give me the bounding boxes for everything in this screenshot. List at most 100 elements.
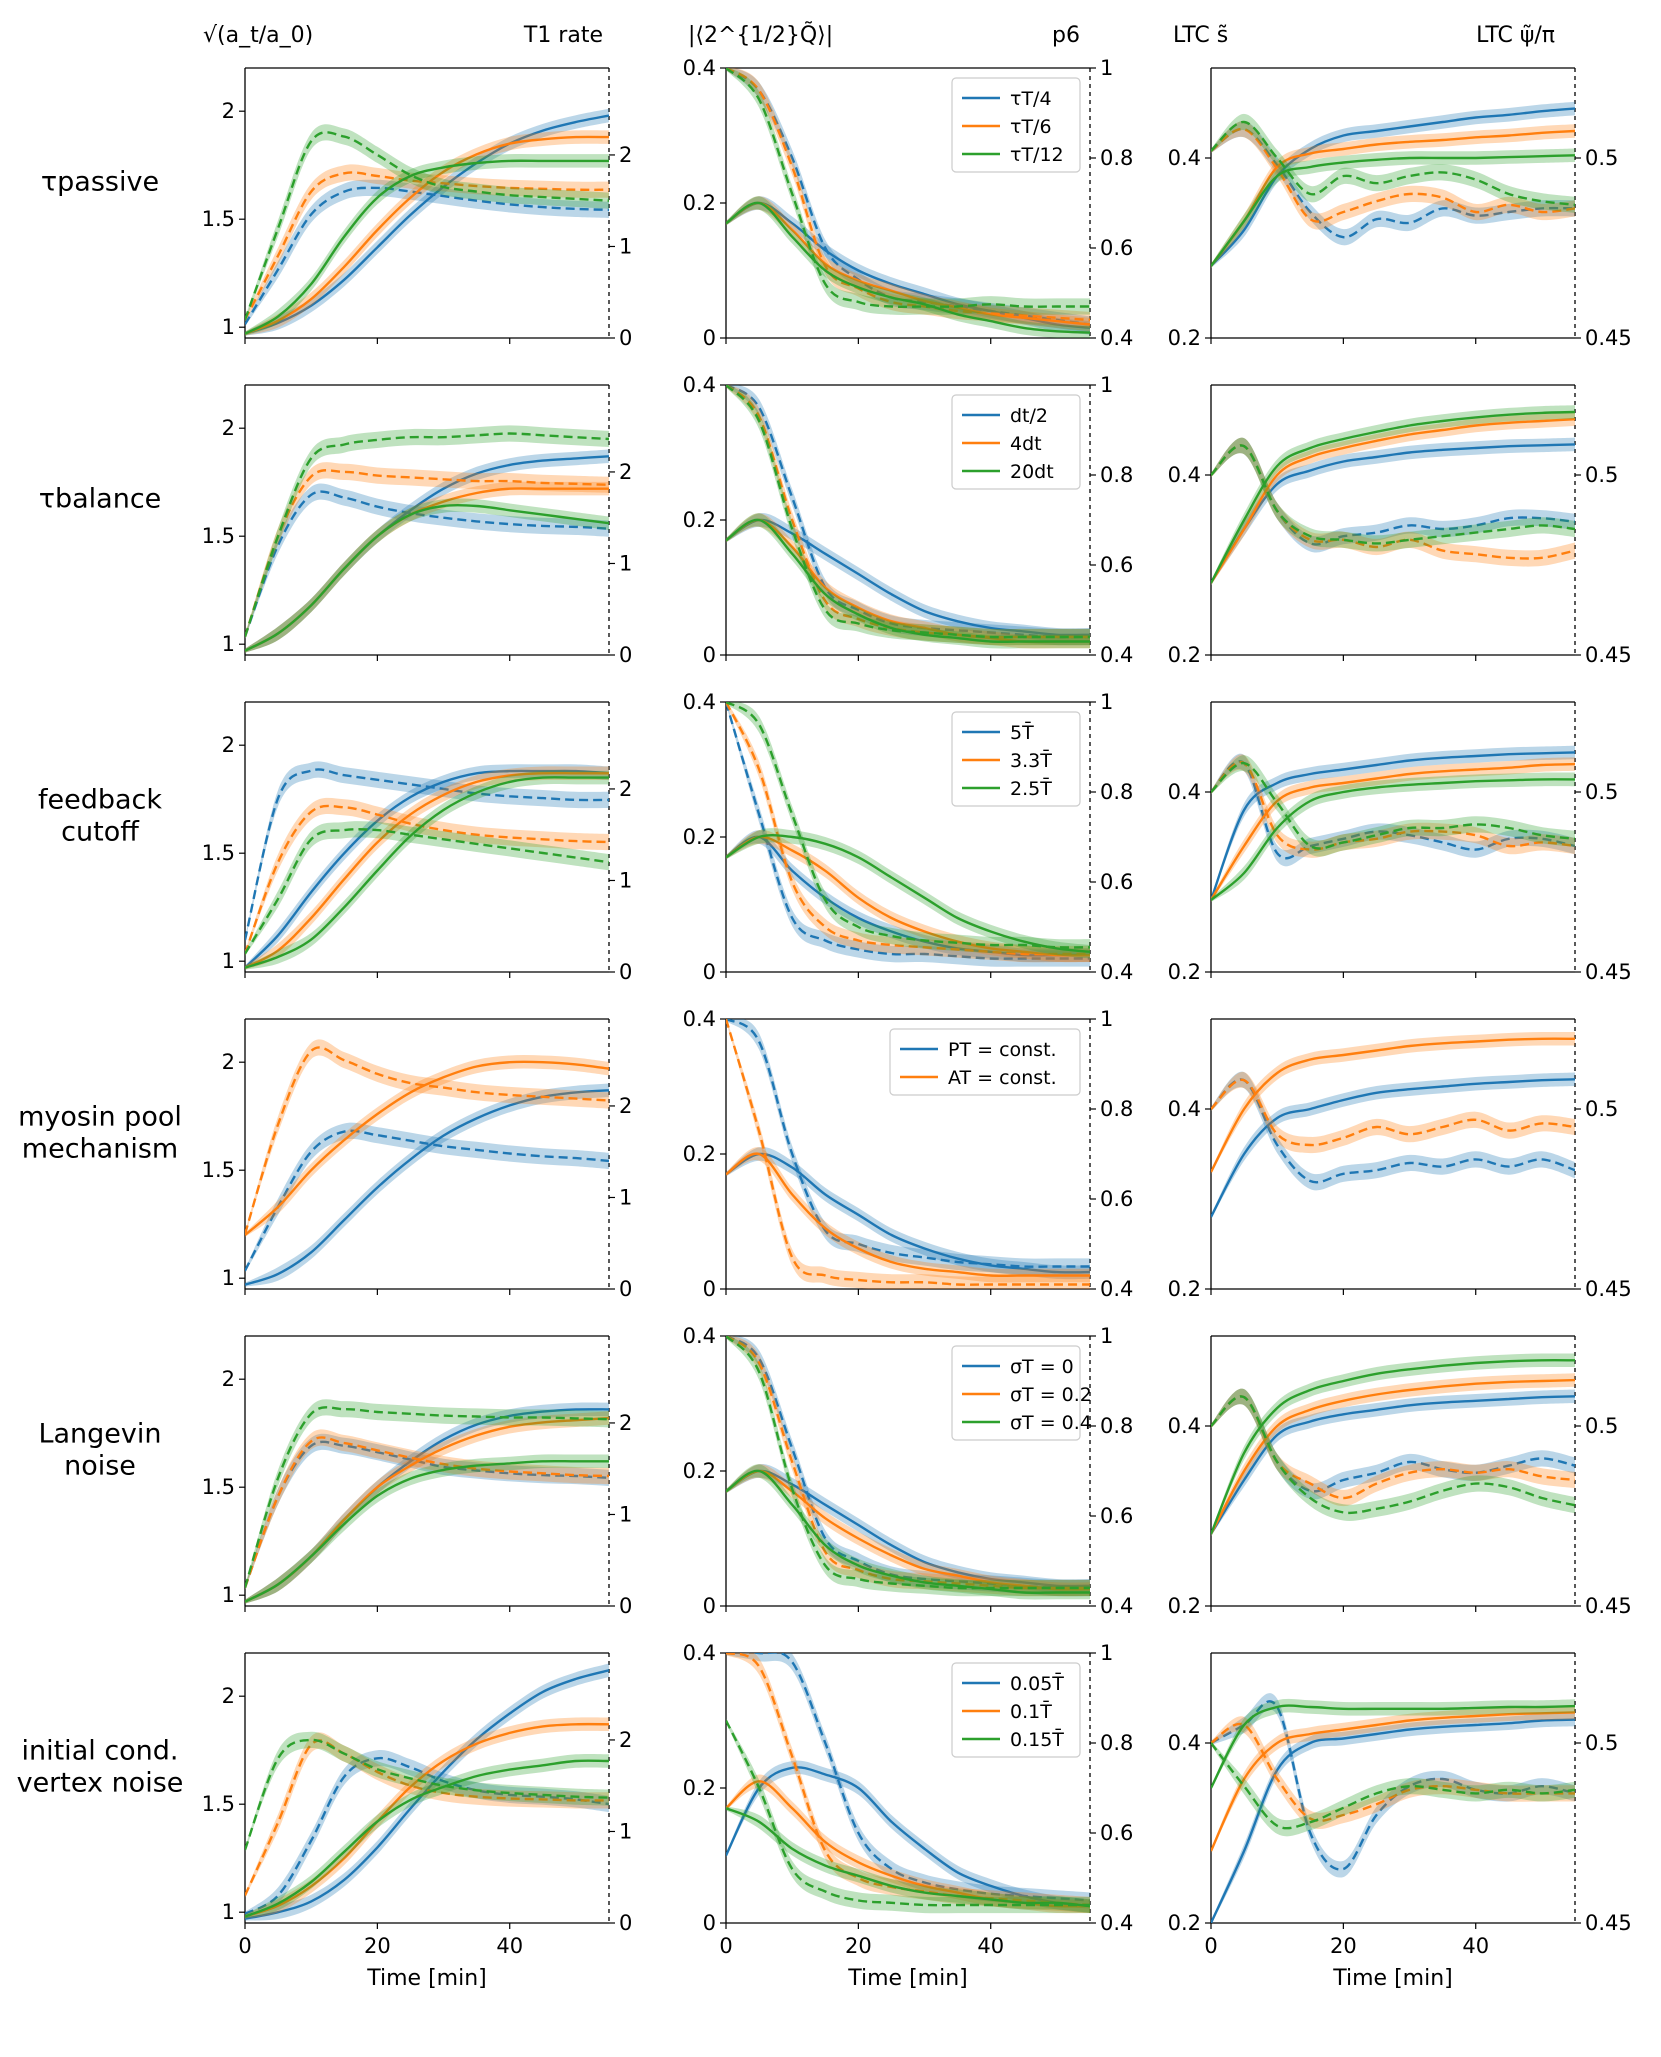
series-line-solid-blue — [1211, 751, 1575, 901]
series-band-solid — [1211, 1389, 1575, 1536]
series-line-solid-green — [1211, 778, 1575, 901]
series-band-solid — [1211, 437, 1575, 585]
y2-tick-label: 0.45 — [1585, 643, 1632, 667]
series-band-solid — [1211, 1353, 1575, 1536]
series-line-solid-orange — [1211, 1378, 1575, 1535]
series-band-dashed — [1211, 120, 1575, 230]
series-line-solid-orange — [726, 201, 1090, 326]
y-tick-label: 0.2 — [1168, 1911, 1201, 1935]
y2-tick-label: 1 — [619, 551, 632, 575]
panel-r4-c1: 1 1.5 2 0 1 2 — [202, 1018, 632, 1301]
series-line-dashed-green — [1211, 1742, 1575, 1830]
x-tick-label: 20 — [1330, 1934, 1357, 1958]
series-line-solid-green — [726, 201, 1090, 334]
series-band-solid — [726, 513, 1090, 649]
legend: τT/4 τT/6 τT/12 — [951, 77, 1081, 173]
plot-area — [726, 702, 1090, 967]
series-line-solid-blue — [726, 518, 1090, 637]
plot-area — [1211, 1693, 1575, 1923]
series-line-solid-green — [245, 503, 609, 652]
series-line-solid-green — [1211, 410, 1575, 584]
series-line-dashed-green — [245, 1738, 609, 1851]
series-line-solid-orange — [1211, 1711, 1575, 1852]
y-tick-label: 1.5 — [202, 1158, 235, 1182]
y-tick-label: 0 — [703, 643, 716, 667]
y-tick-label: 0.4 — [683, 1324, 716, 1348]
legend-entry: PT = const. — [948, 1039, 1057, 1061]
y2-tick-label: 0.6 — [1100, 1504, 1133, 1528]
y2-tick-label: 0.4 — [1100, 1277, 1133, 1301]
series-band-solid — [1211, 124, 1575, 268]
y-tick-label: 1 — [222, 1266, 235, 1290]
series-line-solid-blue — [1211, 443, 1575, 584]
y-tick-label: 0 — [703, 326, 716, 350]
y2-tick-label: 0.6 — [1100, 1187, 1133, 1211]
series-line-dashed-green — [726, 702, 1090, 949]
series-band-dashed — [1211, 437, 1575, 567]
series-line-dashed-orange — [1211, 1078, 1575, 1147]
series-line-dashed-green — [1211, 762, 1575, 850]
legend-box — [951, 711, 1081, 807]
y2-tick-label: 0 — [619, 1911, 632, 1935]
series-band-dashed — [726, 385, 1090, 646]
y2-tick-label: 0.8 — [1100, 1731, 1133, 1755]
legend-box — [951, 1345, 1081, 1441]
series-band-dashed — [245, 1039, 609, 1237]
series-band-solid — [245, 153, 609, 336]
legend-entry: 2.5T̄ — [1010, 776, 1052, 800]
series-band-dashed — [245, 1429, 609, 1590]
y2-tick-label: 2 — [619, 1728, 632, 1752]
series-line-dashed-orange — [726, 702, 1090, 956]
y2-tick-label: 0.5 — [1585, 463, 1618, 487]
y2-tick-label: 0.6 — [1100, 553, 1133, 577]
legend: 0.05T̄ 0.1T̄ 0.15T̄ — [951, 1662, 1081, 1758]
series-line-dashed-green — [726, 68, 1090, 309]
y2-tick-label: 0.6 — [1100, 236, 1133, 260]
y2-tick-label: 0.45 — [1585, 326, 1632, 350]
series-band-solid — [726, 513, 1090, 642]
series-line-dashed-green — [245, 432, 609, 638]
series-line-dashed-blue — [726, 68, 1090, 326]
row-label: cutoff — [61, 816, 140, 847]
y-tick-label: 0.2 — [683, 1459, 716, 1483]
y-tick-label: 0.2 — [1168, 960, 1201, 984]
y-tick-label: 0 — [703, 1911, 716, 1935]
series-band-solid — [245, 498, 609, 653]
series-line-solid-orange — [1211, 129, 1575, 267]
series-line-solid-orange — [726, 835, 1090, 957]
y-tick-label: 2 — [222, 733, 235, 757]
x-tick-label: 0 — [238, 1934, 251, 1958]
y2-tick-label: 0.6 — [1100, 1821, 1133, 1845]
series-line-dashed-blue — [1211, 1700, 1575, 1871]
y2-tick-label: 0.45 — [1585, 1277, 1632, 1301]
series-line-solid-blue — [245, 1669, 609, 1920]
series-band-solid — [1211, 1373, 1575, 1536]
series-line-solid-green — [245, 159, 609, 335]
series-band-solid — [245, 770, 609, 970]
x-axis-label: Time [min] — [847, 1966, 968, 1991]
panel-r1-c3: 0.2 0.4 0.45 0.5 — [1168, 67, 1632, 350]
series-band-solid — [1211, 1031, 1575, 1174]
series-band-dashed — [245, 1122, 609, 1273]
legend-box — [951, 394, 1081, 490]
y2-tick-label: 0.6 — [1100, 870, 1133, 894]
series-line-dashed-green — [726, 1336, 1090, 1590]
y2-tick-label: 0.4 — [1100, 1911, 1133, 1935]
series-line-solid-blue — [726, 1152, 1090, 1274]
series-line-solid-blue — [1211, 1718, 1575, 1923]
legend-box — [951, 77, 1081, 173]
series-band-solid — [726, 1774, 1090, 1914]
legend: σT = 0 σT = 0.2 σT = 0.4 — [951, 1345, 1092, 1441]
series-band-dashed — [726, 702, 1090, 956]
left-axis-label: |⟨2^{1/2}Q̃⟩| — [688, 22, 833, 48]
series-band-solid — [1211, 412, 1575, 585]
legend-entry: σT = 0 — [1010, 1356, 1074, 1378]
y-tick-label: 0.2 — [1168, 1277, 1201, 1301]
y2-tick-label: 1 — [1100, 690, 1113, 714]
y-tick-label: 0.4 — [683, 1641, 716, 1665]
legend-entry: AT = const. — [948, 1067, 1057, 1089]
y-tick-label: 0.2 — [683, 1776, 716, 1800]
series-band-solid — [245, 1411, 609, 1604]
y2-tick-label: 0.4 — [1100, 1594, 1133, 1618]
